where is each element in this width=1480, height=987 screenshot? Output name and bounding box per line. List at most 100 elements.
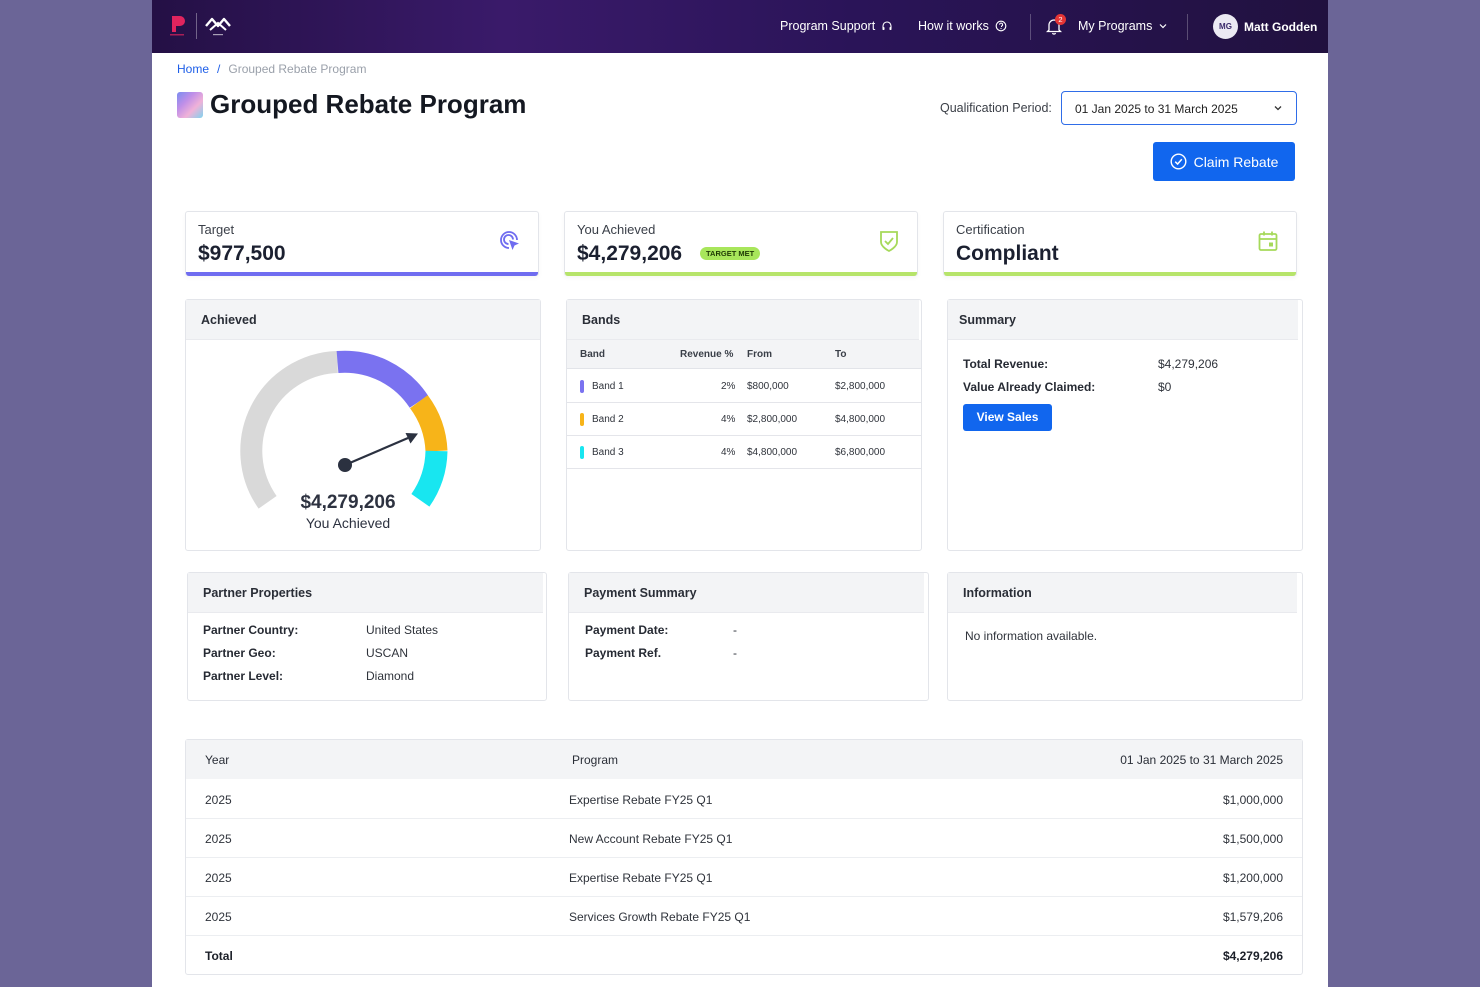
nav-program-support[interactable]: Program Support [780, 19, 893, 33]
certification-value: Compliant [956, 242, 1059, 265]
nav-my-programs-label: My Programs [1078, 19, 1153, 33]
breadcrumb-separator: / [217, 62, 221, 76]
row-amount: $1,500,000 [1222, 832, 1283, 846]
target-met-badge: TARGET MET [700, 247, 761, 260]
information-header: Information [948, 573, 1297, 613]
bands-panel-title: Bands [582, 313, 621, 327]
row-program: Expertise Rebate FY25 Q1 [569, 871, 713, 885]
brand-logo-icon[interactable] [168, 14, 188, 38]
shield-check-icon [880, 231, 898, 253]
band-from: $4,800,000 [747, 447, 798, 458]
payment-ref-label: Payment Ref. [585, 646, 662, 660]
top-navigation-bar: Program Support How it works 2 My Progra… [152, 0, 1328, 53]
certification-card: Certification Compliant [943, 211, 1297, 276]
partner-geo-label: Partner Geo: [203, 646, 276, 660]
target-card: Target $977,500 [185, 211, 539, 276]
payment-ref-value: - [733, 646, 737, 660]
row-year: 2025 [205, 910, 232, 924]
achieved-panel-header: Achieved [186, 300, 540, 340]
band-from: $800,000 [747, 381, 789, 392]
band-swatch [580, 380, 584, 393]
achieved-gauge [240, 350, 448, 509]
avatar[interactable]: MG [1213, 14, 1238, 39]
gauge-band-1 [336, 350, 429, 409]
partner-country-label: Partner Country: [203, 623, 299, 637]
summary-panel-header: Summary [948, 300, 1298, 340]
partner-level-label: Partner Level: [203, 669, 284, 683]
band-revenue: 4% [721, 447, 736, 458]
table-row[interactable]: Band 3 4% $4,800,000 $6,800,000 [567, 436, 921, 469]
chevron-down-icon [1274, 106, 1282, 111]
band-to: $6,800,000 [835, 447, 886, 458]
nav-my-programs[interactable]: My Programs [1078, 19, 1168, 33]
gauge-band-3 [411, 450, 448, 507]
summary-panel-title: Summary [959, 313, 1016, 327]
nav-divider [1030, 14, 1031, 40]
breadcrumb-current: Grouped Rebate Program [228, 62, 367, 76]
nav-program-support-label: Program Support [780, 19, 876, 33]
qualification-period-select[interactable]: 01 Jan 2025 to 31 March 2025 [1061, 91, 1297, 125]
table-row[interactable]: Band 2 4% $2,800,000 $4,800,000 [567, 403, 921, 436]
band-name: Band 2 [592, 414, 624, 425]
view-sales-button[interactable]: View Sales [963, 404, 1052, 431]
col-period: 01 Jan 2025 to 31 March 2025 [1120, 753, 1283, 767]
table-total-row: Total $4,279,206 [186, 936, 1302, 975]
notification-badge: 2 [1055, 14, 1066, 25]
program-table: Year Program 01 Jan 2025 to 31 March 202… [185, 739, 1303, 975]
nav-how-it-works-label: How it works [918, 19, 989, 33]
chevron-down-icon [1159, 24, 1167, 29]
qualification-period-label: Qualification Period: [940, 101, 1052, 115]
partner-properties-header: Partner Properties [188, 573, 543, 613]
claim-rebate-button[interactable]: Claim Rebate [1153, 142, 1295, 181]
table-row[interactable]: 2025 Services Growth Rebate FY25 Q1 $1,5… [186, 897, 1302, 936]
nav-how-it-works[interactable]: How it works [918, 19, 1007, 33]
partner-level-value: Diamond [366, 669, 415, 683]
achieved-card: You Achieved $4,279,206 TARGET MET [564, 211, 918, 276]
value-claimed-value: $0 [1158, 380, 1172, 394]
target-value: $977,500 [198, 242, 286, 265]
bands-panel-header: Bands [567, 300, 919, 340]
user-name[interactable]: Matt Godden [1244, 20, 1318, 34]
band-from: $2,800,000 [747, 414, 798, 425]
bands-col-from: From [747, 349, 772, 360]
bands-table-header [567, 340, 921, 369]
total-label: Total [205, 949, 233, 963]
breadcrumb: Home / Grouped Rebate Program [177, 62, 366, 76]
payment-date-value: - [733, 623, 737, 637]
breadcrumb-home-link[interactable]: Home [177, 62, 210, 76]
col-program: Program [572, 753, 619, 767]
bands-col-revenue: Revenue % [680, 349, 734, 360]
gauge-needle-hub [338, 458, 352, 472]
partner-country-value: United States [366, 623, 439, 637]
achieved-accent-bar [565, 272, 917, 276]
row-year: 2025 [205, 871, 232, 885]
total-amount: $4,279,206 [1222, 949, 1283, 963]
table-row[interactable]: 2025 Expertise Rebate FY25 Q1 $1,200,000 [186, 858, 1302, 897]
qualification-period-value: 01 Jan 2025 to 31 March 2025 [1075, 102, 1238, 116]
table-row[interactable]: Band 1 2% $800,000 $2,800,000 [567, 370, 921, 403]
band-swatch [580, 446, 584, 459]
row-amount: $1,579,206 [1222, 910, 1283, 924]
row-program: Expertise Rebate FY25 Q1 [569, 793, 713, 807]
gauge-needle-tip [405, 433, 418, 444]
row-amount: $1,000,000 [1222, 793, 1283, 807]
band-swatch [580, 413, 584, 426]
achieved-value: $4,279,206 [577, 242, 683, 265]
certification-accent-bar [944, 272, 1296, 276]
gauge-achieved-value: $4,279,206 [300, 492, 396, 513]
payment-summary-header: Payment Summary [569, 573, 924, 613]
row-amount: $1,200,000 [1222, 871, 1283, 885]
payment-summary-title: Payment Summary [584, 586, 697, 600]
gauge-band-2 [409, 395, 448, 452]
achieved-panel: Achieved [185, 299, 541, 551]
band-name: Band 1 [592, 381, 624, 392]
table-row[interactable]: 2025 Expertise Rebate FY25 Q1 $1,000,000 [186, 780, 1302, 819]
bands-col-to: To [835, 349, 847, 360]
app-page: Program Support How it works 2 My Progra… [152, 0, 1328, 987]
col-year: Year [205, 753, 230, 767]
band-to: $2,800,000 [835, 381, 886, 392]
claim-rebate-label: Claim Rebate [1193, 153, 1279, 170]
gauge-needle [344, 436, 409, 467]
table-row[interactable]: 2025 New Account Rebate FY25 Q1 $1,500,0… [186, 819, 1302, 858]
partner-logo-icon[interactable] [204, 14, 232, 38]
